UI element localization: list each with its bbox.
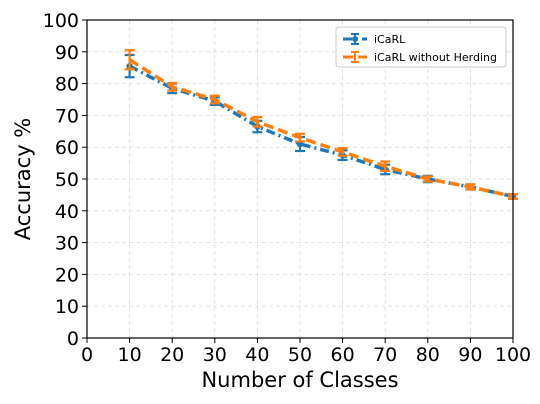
- x-tick-label: 10: [118, 344, 142, 366]
- x-tick-label: 100: [495, 344, 531, 366]
- y-tick-label: 100: [43, 10, 79, 32]
- x-tick-label: 90: [458, 344, 482, 366]
- legend-entry-icarl-without-herding: iCaRL without Herding: [343, 51, 497, 64]
- series-1: [124, 49, 518, 200]
- y-tick-label: 70: [55, 105, 79, 127]
- legend-box: [335, 26, 507, 68]
- x-tick-label: 40: [245, 344, 269, 366]
- y-tick-label: 20: [55, 264, 79, 286]
- y-tick-label: 10: [55, 296, 79, 318]
- y-tick-label: 50: [55, 169, 79, 191]
- x-tick-label: 0: [81, 344, 93, 366]
- x-tick-label: 60: [331, 344, 355, 366]
- series-line: [128, 64, 514, 199]
- legend-marker: [352, 36, 358, 42]
- x-tick-label: 50: [288, 344, 312, 366]
- y-tick-label: 80: [55, 74, 79, 96]
- x-tick-label: 70: [373, 344, 397, 366]
- x-tick-label: 80: [416, 344, 440, 366]
- y-tick-label: 90: [55, 42, 79, 64]
- series-layer: [124, 49, 518, 200]
- y-tick-label: 60: [55, 137, 79, 159]
- legend-swatch-icarl-without-herding: [343, 51, 367, 63]
- x-tick-label: 20: [160, 344, 184, 366]
- legend-label-icarl: iCaRL: [374, 33, 406, 46]
- x-tick-label: 30: [203, 344, 227, 366]
- y-tick-label: 0: [67, 328, 79, 350]
- ticks: 0 10 20 30 40 50 60 70 80 90 100 0 10 20 30 40 50 60 70 80 9…: [43, 10, 531, 366]
- series-line: [128, 58, 514, 199]
- legend-label-icarl-without-herding: iCaRL without Herding: [374, 51, 497, 64]
- x-axis-label: Number of Classes: [201, 368, 398, 392]
- y-axis-label: Accuracy %: [11, 118, 35, 241]
- legend: iCaRL iCaRL without Herding: [335, 26, 507, 68]
- legend-entry-icarl: iCaRL: [343, 33, 406, 46]
- legend-swatch-icarl: [343, 33, 367, 45]
- y-tick-label: 40: [55, 201, 79, 223]
- series-0: [124, 53, 518, 200]
- y-tick-label: 30: [55, 233, 79, 255]
- grid: [87, 20, 513, 338]
